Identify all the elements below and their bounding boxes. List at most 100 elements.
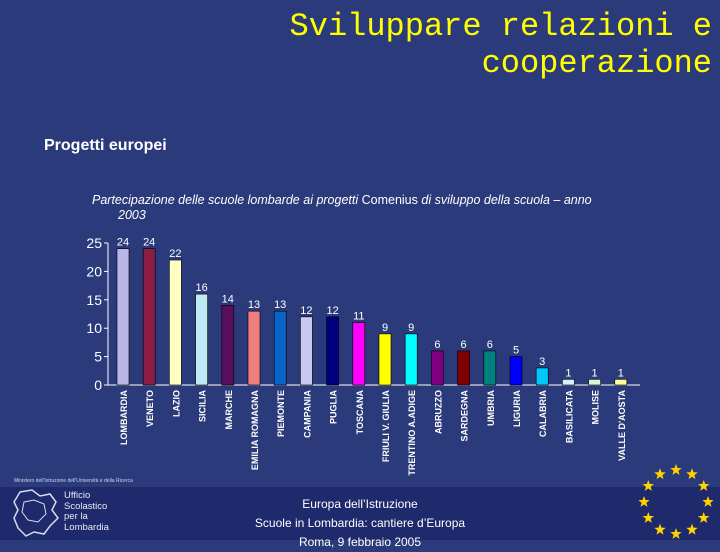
star — [686, 523, 698, 535]
bar — [562, 379, 575, 386]
star — [642, 512, 654, 523]
office-line: Ufficio — [64, 490, 91, 501]
category-label: MOLISE — [591, 390, 601, 425]
star — [702, 496, 714, 507]
value-label: 16 — [195, 282, 207, 294]
star — [686, 468, 698, 480]
office-line: Scolastico — [64, 500, 108, 512]
slide-title: Sviluppare relazioni e cooperazione — [289, 8, 712, 82]
value-label: 24 — [143, 237, 155, 249]
footer-line-2: Scuole in Lombardia: cantiere d’Europa — [254, 516, 466, 530]
category-label: UMBRIA — [486, 390, 496, 426]
value-label: 6 — [487, 339, 493, 351]
eu-stars-icon — [638, 464, 714, 539]
category-label: PIEMONTE — [276, 390, 286, 437]
category-label: SICILIA — [198, 390, 208, 423]
value-label: 24 — [117, 237, 129, 249]
bar — [273, 310, 287, 386]
caption-highlight: Comenius — [361, 193, 418, 207]
value-label: 1 — [592, 367, 598, 379]
bar — [588, 379, 601, 386]
section-heading: Progetti europei — [44, 137, 167, 154]
bar — [483, 350, 497, 386]
bar — [614, 379, 628, 386]
ministry-label: Ministero dell'Istruzione dell'Universit… — [14, 478, 133, 484]
bar — [535, 367, 549, 386]
caption-text-post: di sviluppo della scuola – anno — [417, 193, 592, 207]
y-tick-label: 5 — [94, 349, 102, 365]
y-tick-label: 0 — [94, 377, 102, 393]
value-label: 14 — [222, 293, 234, 305]
category-label: TOSCANA — [355, 390, 365, 435]
star — [654, 468, 666, 480]
star — [654, 523, 666, 535]
footer-text: Europa dell’Istruzione Scuole in Lombard… — [200, 495, 520, 552]
category-label: CAMPANIA — [302, 390, 312, 438]
bar — [326, 316, 339, 386]
bar — [169, 259, 182, 386]
value-label: 9 — [408, 322, 414, 334]
category-label: VENETO — [145, 390, 155, 427]
star — [670, 528, 682, 539]
y-tick-label: 25 — [86, 235, 102, 251]
value-label: 5 — [513, 345, 519, 357]
caption-text-pre: Partecipazione delle scuole lombarde ai … — [92, 193, 362, 207]
bar — [247, 310, 261, 386]
value-label: 1 — [618, 367, 624, 379]
bar — [195, 293, 208, 386]
value-label: 9 — [382, 322, 388, 334]
value-label: 13 — [248, 299, 260, 311]
category-label: FRIULI V. GIULIA — [381, 390, 391, 463]
bar — [116, 248, 130, 386]
y-tick-label: 20 — [86, 263, 102, 279]
category-label: BASILICATA — [564, 390, 574, 444]
category-label: LAZIO — [171, 390, 181, 417]
value-label: 12 — [300, 305, 312, 317]
category-label: MARCHE — [224, 390, 234, 430]
bar — [378, 333, 392, 386]
lombardia-map-icon — [13, 489, 59, 537]
bar — [509, 356, 523, 386]
category-labels: LOMBARDIA VENETO LAZIO SICILIA MARCHE EMILIA … — [119, 390, 627, 476]
category-label: PUGLIA — [329, 390, 339, 425]
value-label: 12 — [326, 305, 338, 317]
bar — [352, 322, 366, 386]
bar — [404, 333, 418, 386]
category-label: CALABRIA — [538, 390, 548, 437]
y-tick-label: 15 — [86, 292, 102, 308]
value-label: 3 — [539, 356, 545, 368]
bar — [457, 350, 470, 386]
bar — [142, 248, 156, 386]
star — [642, 480, 654, 491]
office-line: per la — [64, 511, 88, 522]
category-label: SARDEGNA — [460, 390, 470, 442]
star — [698, 480, 710, 491]
value-label: 11 — [353, 311, 364, 323]
value-label: 6 — [461, 339, 467, 351]
value-label: 1 — [565, 367, 571, 379]
value-label: 6 — [434, 339, 440, 351]
star — [638, 496, 650, 507]
bar — [300, 316, 313, 386]
chart-caption: Partecipazione delle scuole lombarde ai … — [92, 193, 692, 223]
category-label: ABRUZZO — [433, 390, 443, 434]
category-label: LIGURIA — [512, 390, 522, 427]
bar — [431, 350, 444, 386]
y-tick-label: 10 — [86, 320, 102, 336]
footer-line-1: Europa dell’Istruzione — [302, 497, 418, 511]
category-label: VALLE D'AOSTA — [617, 390, 627, 461]
bars — [116, 248, 628, 386]
caption-year: 2003 — [118, 208, 146, 222]
footer-line-3: Roma, 9 febbraio 2005 — [298, 535, 422, 549]
category-label: EMILIA ROMAGNA — [250, 390, 260, 471]
bar — [221, 305, 235, 386]
office-name: Ufficio Scolastico per la Lombardia — [64, 490, 109, 533]
category-label: LOMBARDIA — [119, 390, 129, 445]
office-line: Lombardia — [64, 521, 109, 533]
star — [698, 512, 710, 523]
star — [670, 464, 682, 475]
value-label: 13 — [274, 299, 286, 311]
value-label: 22 — [169, 248, 181, 260]
